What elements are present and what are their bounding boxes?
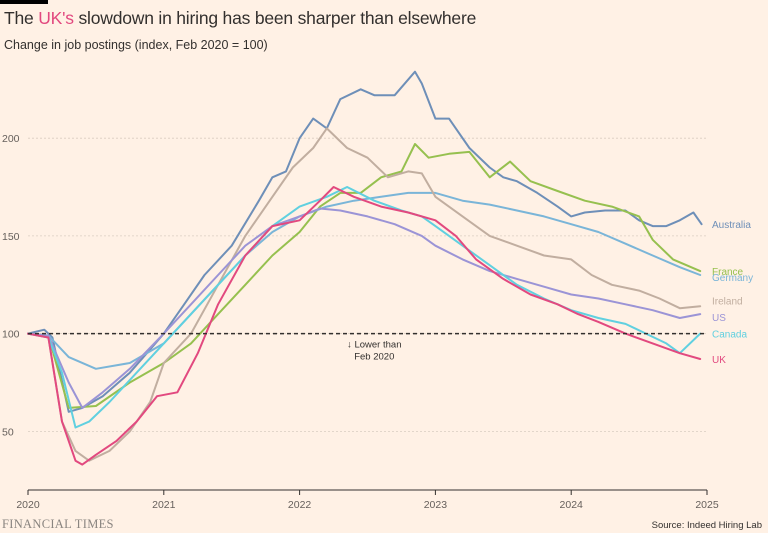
ft-brand-bar (0, 0, 48, 4)
series-label-us: US (712, 313, 726, 324)
chart-title: The UK's slowdown in hiring has been sha… (4, 8, 476, 29)
y-tick-label: 50 (2, 426, 14, 438)
series-label-canada: Canada (712, 330, 747, 341)
title-highlight: UK's (38, 8, 74, 28)
series-line-uk (27, 186, 702, 466)
annotation-text: ↓ Lower than (347, 340, 401, 351)
series-label-germany: Germany (712, 273, 753, 284)
x-tick-label: 2025 (695, 499, 719, 511)
title-suffix: slowdown in hiring has been sharper than… (73, 8, 477, 28)
series-label-france: France (712, 267, 744, 278)
y-tick-label: 150 (2, 231, 20, 243)
x-axis: 2020 2021 2022 2023 2024 2025 (16, 489, 719, 511)
ft-logo-text: FINANCIAL TIMES (2, 517, 114, 531)
series-line-france (27, 143, 702, 409)
series-label-ireland: Ireland (712, 296, 743, 307)
series-line-us (27, 207, 702, 409)
annotation-text: Feb 2020 (354, 352, 394, 363)
source-note: Source: Indeed Hiring Lab (651, 520, 762, 531)
y-tick-label: 200 (2, 133, 20, 145)
series-label-australia: Australia (712, 220, 751, 231)
x-tick-label: 2021 (152, 499, 176, 511)
series-layer (27, 70, 703, 466)
x-tick-label: 2024 (560, 499, 584, 511)
x-tick-label: 2020 (16, 499, 40, 511)
series-line-germany (27, 191, 702, 370)
series-label-uk: UK (712, 355, 726, 366)
series-line-canada (27, 186, 702, 429)
series-line-ireland (27, 127, 702, 462)
chart-subtitle: Change in job postings (index, Feb 2020 … (4, 38, 268, 52)
grid-layer: 50 100 150 200 (2, 133, 707, 438)
x-tick-label: 2022 (288, 499, 312, 511)
title-prefix: The (4, 8, 39, 28)
x-tick-label: 2023 (424, 499, 448, 511)
y-tick-label: 100 (2, 329, 20, 341)
